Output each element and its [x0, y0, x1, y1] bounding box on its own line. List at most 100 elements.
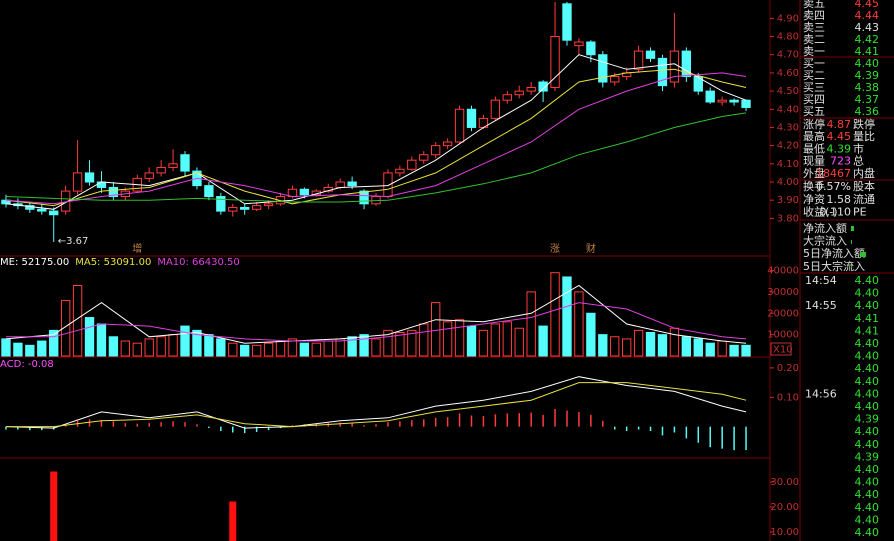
bar [717, 340, 727, 357]
trade-price: 4.40 [855, 287, 880, 300]
flow-bar [860, 252, 866, 257]
flow-bar [851, 226, 854, 231]
bar [514, 327, 524, 357]
stat-tail: 内盘 [853, 166, 875, 180]
y-tick-label: 10.00 [770, 527, 799, 538]
event-marker: 增 [132, 242, 142, 255]
indicator-line [5, 72, 747, 205]
candle-body [705, 90, 715, 103]
candle-body [562, 3, 572, 41]
bar [729, 344, 739, 357]
trade-price: 4.40 [855, 513, 880, 526]
bar [323, 340, 333, 357]
bar [598, 334, 608, 357]
candle-body [96, 181, 107, 188]
candle-body [251, 205, 262, 210]
order-price: 4.41 [855, 45, 880, 58]
indicator-line [5, 54, 747, 210]
candle-body [681, 50, 692, 78]
unit-label: X10 [773, 345, 793, 356]
bar [419, 323, 429, 357]
trade-time: 14:56 [805, 387, 837, 400]
bar [50, 471, 58, 541]
candle-body [228, 206, 238, 212]
candle-body [490, 99, 501, 119]
candle-body [37, 208, 47, 212]
candle-body [335, 181, 345, 188]
stat-tail: 股本 [853, 179, 875, 193]
indicator-line [5, 112, 747, 203]
event-marker: 涨 [550, 243, 560, 255]
candle-body [216, 196, 226, 212]
stat-tail: 跌停 [853, 117, 875, 131]
indicator-line [6, 382, 747, 428]
trade-price: 4.40 [855, 425, 880, 438]
order-label: 卖二 [803, 33, 825, 46]
bar [204, 334, 214, 357]
bar [192, 329, 202, 357]
bar [693, 338, 703, 357]
bar [574, 291, 584, 357]
flow-label: 大宗流入 [803, 234, 847, 248]
candle-body [419, 154, 429, 161]
indicator-line [5, 68, 747, 207]
order-label: 卖五 [803, 0, 825, 10]
bar [407, 329, 417, 357]
bar [633, 329, 644, 357]
bar [586, 312, 596, 357]
y-tick-label: 30.00 [770, 477, 799, 488]
order-label: 买一 [803, 57, 825, 70]
candle-body [84, 172, 95, 183]
order-label: 买四 [803, 93, 825, 106]
bar [25, 344, 35, 357]
bar [156, 336, 166, 357]
stat-value: 18467 [816, 167, 851, 180]
candle-body [633, 50, 644, 70]
stat-label: 收益(-) [803, 205, 838, 219]
y-tick-label: 4.90 [777, 13, 799, 24]
bar [359, 334, 369, 357]
stat-label: 换手 [803, 179, 825, 193]
bar [229, 501, 237, 541]
order-price: 4.43 [855, 21, 880, 34]
trade-time: 14:55 [805, 299, 837, 312]
bar [168, 334, 178, 357]
flow-bar [851, 265, 852, 268]
order-label: 卖三 [803, 21, 825, 34]
candle-body [598, 54, 608, 83]
candle-body [729, 99, 739, 103]
flow-label: 5日大宗流入 [803, 259, 865, 273]
candle-body [72, 172, 83, 192]
trade-price: 4.40 [855, 350, 880, 363]
candle-body [204, 185, 214, 198]
stat-value: 0.110 [820, 206, 852, 219]
trade-price: 4.40 [855, 476, 880, 489]
bar [466, 325, 477, 357]
bar [96, 323, 107, 357]
bar [431, 302, 441, 357]
bar [144, 338, 154, 357]
bar [347, 336, 357, 357]
stat-label: 最高 [803, 129, 825, 143]
bar [299, 342, 310, 357]
stat-value: 723 [830, 155, 851, 168]
bar [490, 323, 501, 357]
candle-body [610, 76, 620, 83]
candle-body [538, 81, 548, 92]
order-price: 4.44 [855, 9, 880, 22]
y-tick-label: 0.20 [777, 363, 799, 374]
y-tick-label: 4.70 [777, 50, 799, 61]
bar [621, 338, 632, 357]
stat-value: 0.57% [816, 180, 851, 193]
order-price: 4.40 [855, 57, 880, 70]
bar [37, 340, 47, 357]
candle-body [741, 99, 751, 108]
bar [49, 329, 59, 357]
bar [240, 344, 250, 357]
legend-entry: MA10: 66430.50 [157, 257, 239, 268]
bar [538, 325, 548, 357]
bar [383, 329, 393, 357]
order-label: 卖一 [803, 45, 825, 58]
indicator-line [5, 376, 747, 429]
